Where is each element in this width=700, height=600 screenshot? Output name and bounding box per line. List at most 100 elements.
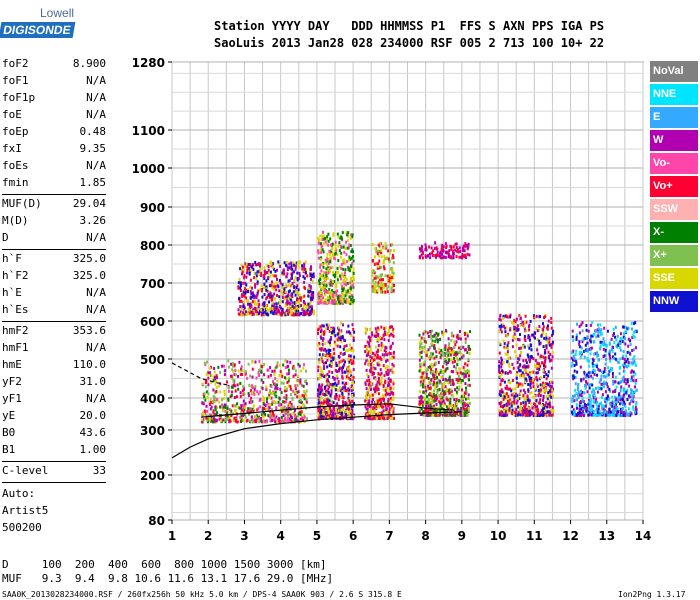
echo-point bbox=[513, 400, 516, 404]
echo-point bbox=[525, 361, 528, 365]
echo-point bbox=[349, 301, 352, 305]
echo-point bbox=[461, 388, 463, 392]
echo-point bbox=[433, 344, 436, 347]
echo-point bbox=[239, 289, 242, 292]
echo-point bbox=[418, 410, 421, 414]
echo-point bbox=[597, 330, 600, 334]
echo-point bbox=[446, 379, 449, 383]
echo-point bbox=[522, 401, 525, 405]
echo-point bbox=[440, 375, 443, 379]
echo-point bbox=[203, 361, 206, 365]
echo-point bbox=[294, 384, 297, 388]
echo-point bbox=[326, 411, 329, 415]
echo-point bbox=[260, 289, 263, 293]
echo-point bbox=[466, 332, 469, 335]
echo-point bbox=[326, 290, 329, 294]
echo-point bbox=[456, 363, 459, 367]
echo-point bbox=[271, 302, 274, 305]
echo-point bbox=[306, 308, 309, 312]
echo-point bbox=[365, 354, 368, 358]
echo-point bbox=[305, 305, 308, 308]
echo-point bbox=[542, 325, 545, 329]
echo-point bbox=[609, 413, 611, 417]
echo-point bbox=[308, 305, 311, 309]
echo-point bbox=[548, 399, 551, 403]
echo-point bbox=[442, 353, 445, 357]
echo-point bbox=[296, 271, 299, 275]
echo-point bbox=[545, 337, 548, 341]
echo-point bbox=[271, 262, 274, 266]
echo-point bbox=[307, 294, 310, 298]
echo-point bbox=[505, 410, 508, 414]
echo-point bbox=[237, 374, 239, 378]
echo-point bbox=[303, 415, 306, 419]
echo-point bbox=[383, 286, 386, 290]
echo-point bbox=[240, 263, 243, 267]
echo-point bbox=[329, 283, 332, 287]
echo-point bbox=[431, 395, 434, 399]
echo-point bbox=[465, 412, 468, 416]
echo-point bbox=[263, 269, 266, 273]
echo-point bbox=[274, 366, 277, 370]
echo-point bbox=[309, 311, 312, 315]
echo-point bbox=[278, 396, 281, 400]
echo-point bbox=[527, 344, 530, 348]
echo-point bbox=[456, 411, 459, 415]
echo-point bbox=[327, 397, 330, 401]
echo-point bbox=[333, 352, 336, 356]
echo-point bbox=[252, 404, 255, 408]
echo-point bbox=[443, 402, 446, 406]
echo-point bbox=[536, 414, 539, 417]
echo-point bbox=[312, 275, 315, 279]
echo-point bbox=[317, 406, 320, 410]
echo-point bbox=[441, 388, 444, 392]
echo-point bbox=[348, 365, 350, 369]
echo-point bbox=[518, 412, 521, 415]
echo-point bbox=[545, 346, 548, 350]
echo-point bbox=[319, 366, 322, 370]
echo-point bbox=[319, 390, 322, 394]
echo-point bbox=[545, 377, 548, 381]
echo-point bbox=[319, 265, 322, 269]
echo-point bbox=[517, 410, 520, 414]
echo-point bbox=[629, 413, 632, 417]
echo-point bbox=[350, 389, 353, 393]
echo-point bbox=[444, 344, 447, 348]
echo-point bbox=[532, 333, 534, 337]
echo-point bbox=[534, 336, 536, 340]
echo-point bbox=[391, 406, 394, 410]
echo-point bbox=[267, 396, 270, 400]
echo-point bbox=[373, 415, 376, 419]
echo-point bbox=[318, 408, 321, 412]
echo-point bbox=[392, 411, 395, 415]
echo-point bbox=[331, 399, 334, 403]
echo-point bbox=[294, 391, 297, 395]
echo-point bbox=[321, 388, 324, 392]
echo-point bbox=[329, 344, 332, 347]
echo-point bbox=[242, 311, 244, 315]
echo-point bbox=[337, 363, 340, 367]
echo-point bbox=[296, 384, 299, 388]
echo-point bbox=[517, 405, 520, 409]
echo-point bbox=[258, 398, 261, 402]
echo-point bbox=[291, 295, 294, 298]
echo-point bbox=[499, 318, 502, 322]
echo-point bbox=[295, 286, 298, 289]
echo-point bbox=[449, 388, 452, 392]
echo-point bbox=[279, 406, 282, 410]
x-tick-label: 10 bbox=[490, 529, 507, 543]
echo-point bbox=[519, 374, 521, 378]
echo-point bbox=[353, 330, 356, 334]
echo-point bbox=[336, 289, 339, 293]
echo-point bbox=[273, 285, 275, 289]
echo-point bbox=[366, 393, 369, 397]
echo-point bbox=[386, 386, 389, 390]
echo-point bbox=[521, 374, 524, 378]
echo-point bbox=[250, 400, 253, 404]
echo-point bbox=[350, 250, 353, 254]
echo-point bbox=[321, 338, 324, 342]
echo-point bbox=[517, 384, 520, 388]
echo-point bbox=[330, 364, 333, 368]
echo-point bbox=[348, 295, 351, 299]
echo-point bbox=[586, 341, 589, 345]
